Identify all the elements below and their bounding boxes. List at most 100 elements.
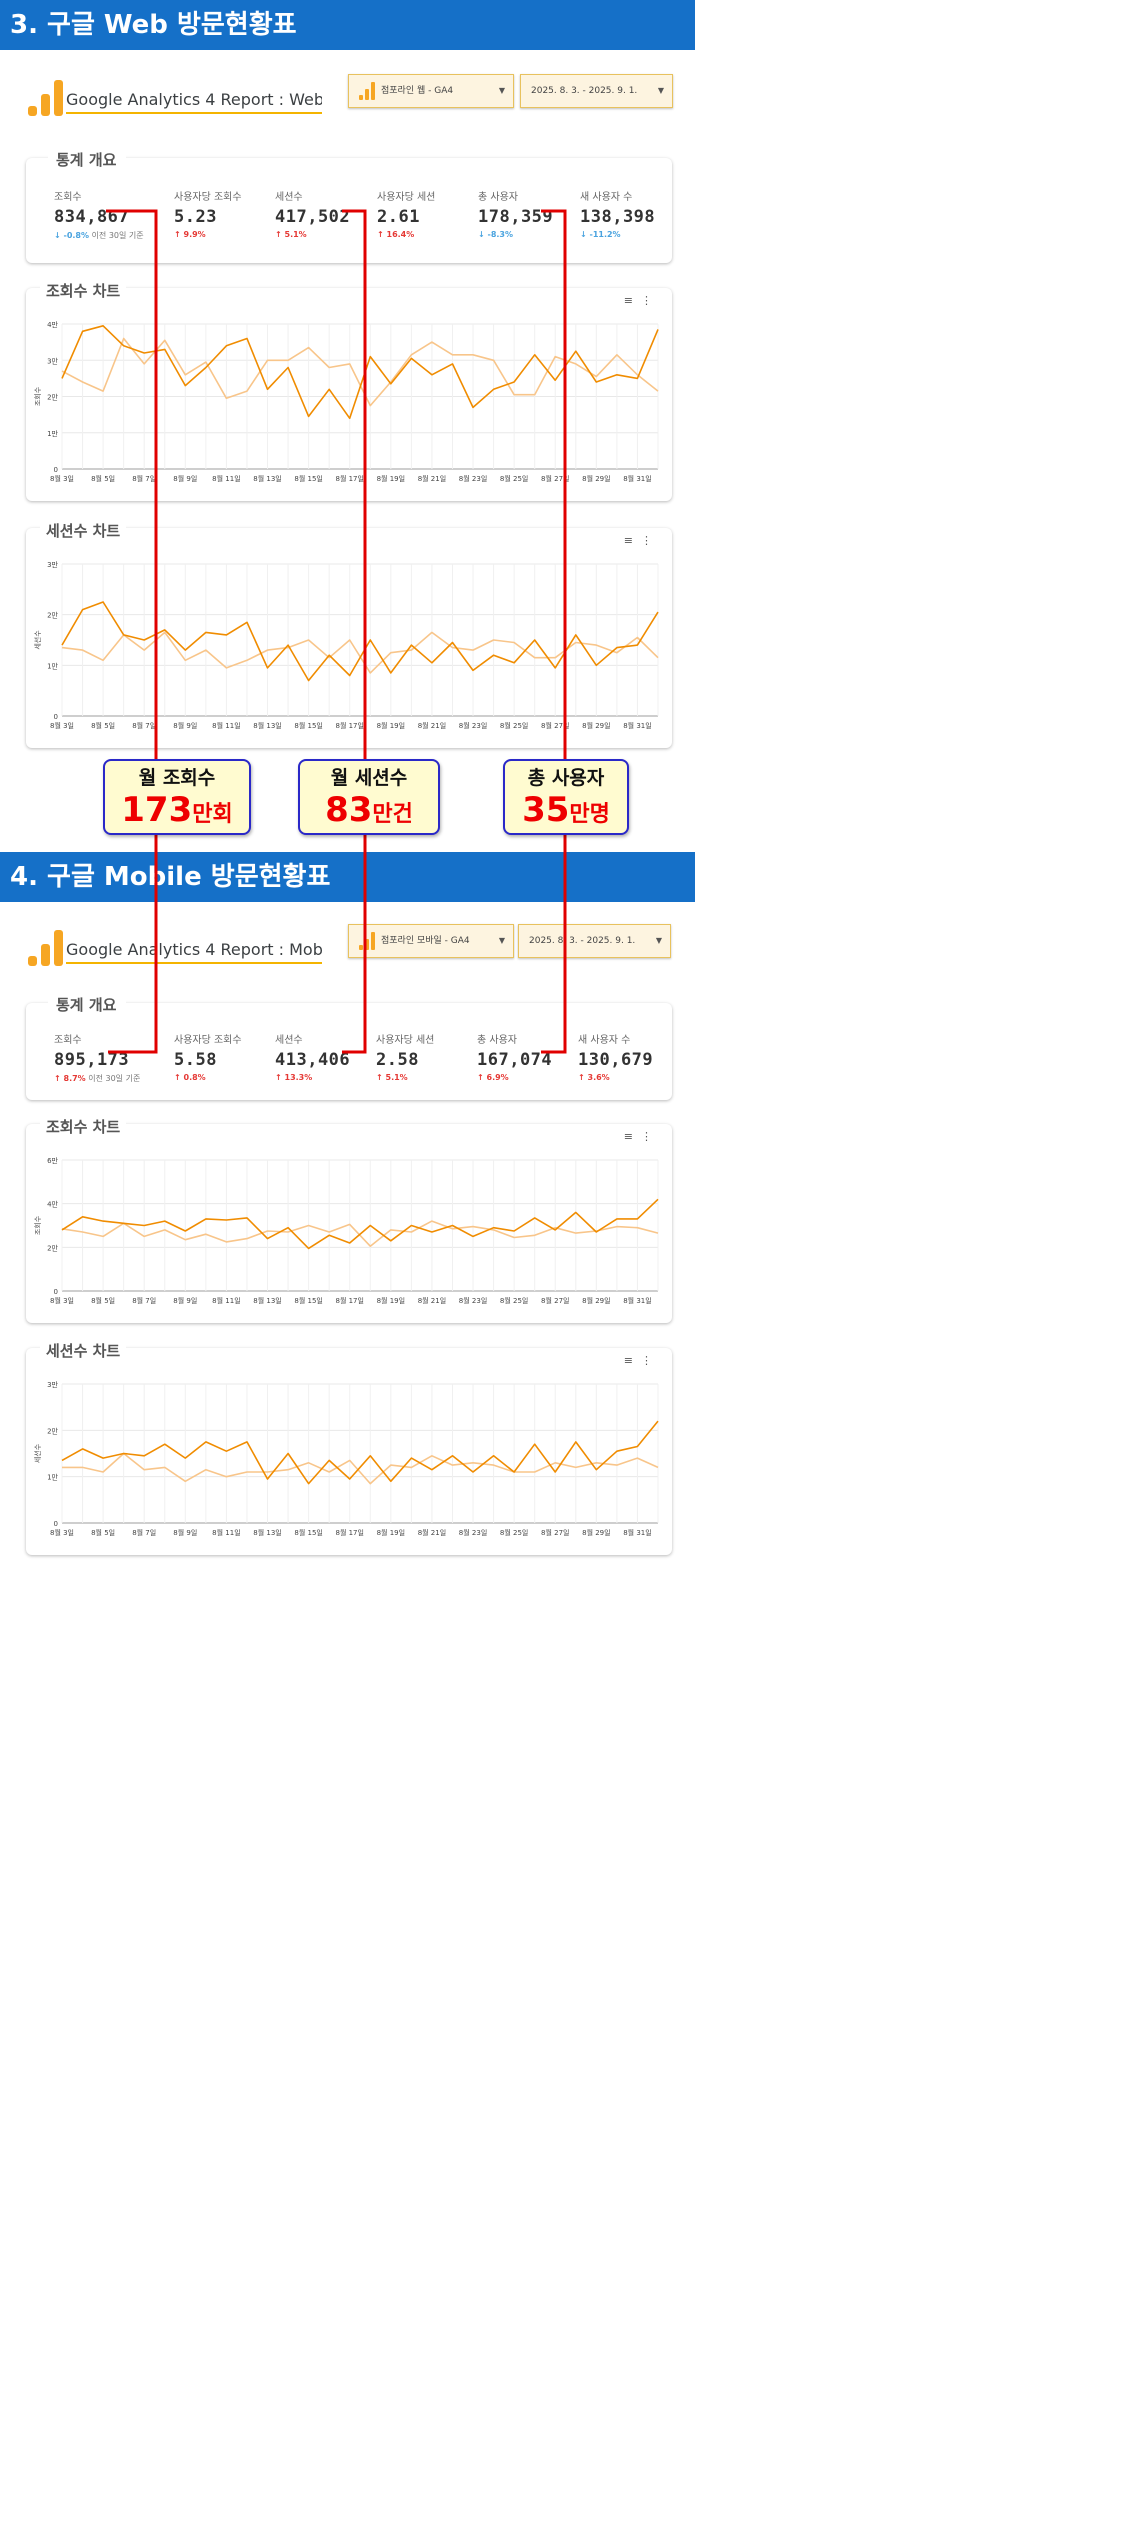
- chevron-down-icon: ▼: [657, 86, 664, 95]
- filter-icon[interactable]: ≡: [623, 1130, 641, 1143]
- kpi-change: 6.9%: [486, 1073, 509, 1082]
- kpi-value: 138,398: [580, 207, 656, 227]
- date-range-dropdown[interactable]: 2025. 8. 3. - 2025. 9. 1. ▼: [518, 924, 671, 958]
- x-tick-label: 8월 29일: [582, 1528, 610, 1537]
- stats-overview-card-web: 통계 개요 조회수 834,867 ↓ -0.8% 이전 30일 기준 사용자당…: [26, 149, 672, 263]
- series-line-1: [61, 337, 659, 407]
- filter-icon[interactable]: ≡: [623, 534, 641, 547]
- y-axis-label: 세션수: [33, 630, 42, 650]
- kpi-change: 0.8%: [183, 1073, 206, 1082]
- y-axis-label: 조회수: [34, 1215, 42, 1235]
- x-tick-label: 8월 15일: [294, 721, 322, 730]
- callout-monthly-views: 월 조회수 173만회: [103, 759, 251, 835]
- more-vert-icon[interactable]: ⋮: [641, 1130, 660, 1143]
- kpi-total-users: 총 사용자 178,359 ↓ -8.3%: [478, 188, 553, 239]
- stats-overview-card-mobile: 통계 개요 조회수 895,173 ↑ 8.7% 이전 30일 기준 사용자당 …: [26, 994, 672, 1100]
- kpi-note: 이전 30일 기준: [88, 1074, 141, 1083]
- kpi-value: 130,679: [578, 1050, 654, 1070]
- callout-number: 35: [522, 790, 570, 830]
- kpi-new-users: 새 사용자 수 138,398 ↓ -11.2%: [580, 188, 655, 239]
- x-tick-label: 8월 25일: [500, 1528, 528, 1537]
- views-chart-mobile: 0 2만 4만 6만 8월 3일 8월 5일 8월 7일 8월 9일 8월 11일 8월 13일 8…: [34, 1156, 659, 1305]
- x-tick-label: 8월 27일: [541, 721, 569, 730]
- x-tick-label: 8월 19일: [377, 721, 405, 730]
- kpi-sessions: 세션수 417,502 ↑ 5.1%: [275, 188, 350, 239]
- series-line-1: [61, 1220, 659, 1247]
- y-tick-label: 2만: [47, 1243, 58, 1252]
- filter-icon[interactable]: ≡: [623, 1354, 641, 1367]
- x-tick-label: 8월 5일: [91, 1296, 115, 1305]
- arrow-up-icon: ↑: [376, 1073, 386, 1082]
- kpi-label: 세션수: [275, 1035, 303, 1046]
- x-tick-label: 8월 13일: [253, 1296, 281, 1305]
- x-tick-label: 8월 27일: [541, 1296, 569, 1305]
- section-heading-mobile: 4. 구글 Mobile 방문현황표: [0, 852, 695, 902]
- kpi-label: 총 사용자: [478, 192, 518, 203]
- series-line-1: [61, 631, 659, 674]
- views-chart-web: 0 1만 2만 3만 4만 8월 3일 8월 5일 8월 7일 8월 9일 8월 11일 8월 13…: [34, 320, 659, 483]
- kpi-value: 2.58: [376, 1050, 419, 1070]
- kpi-change: -0.8%: [63, 231, 90, 240]
- series-line-0: [61, 1198, 659, 1250]
- analytics-logo-icon: [28, 80, 64, 116]
- kpi-sessions-per-user: 사용자당 세션 2.61 ↑ 16.4%: [377, 188, 435, 239]
- x-tick-label: 8월 13일: [253, 721, 281, 730]
- x-tick-label: 8월 31일: [623, 721, 651, 730]
- y-tick-label: 3만: [47, 356, 58, 365]
- page: 3. 구글 Web 방문현황표 Google Analytics 4 Repor…: [0, 0, 695, 1568]
- chart-card-mobile-views: 0 2만 4만 6만 8월 3일 8월 5일 8월 7일 8월 9일 8월 11일 8월 13일 8…: [26, 1116, 672, 1323]
- x-tick-label: 8월 13일: [253, 1528, 281, 1537]
- callout-number: 173: [121, 790, 193, 830]
- kpi-label: 사용자당 조회수: [174, 192, 242, 203]
- series-line-0: [61, 1420, 659, 1485]
- kpi-value: 413,406: [275, 1050, 351, 1070]
- x-tick-label: 8월 27일: [541, 1528, 569, 1537]
- x-tick-label: 8월 21일: [418, 474, 446, 483]
- property-dropdown[interactable]: 점포라인 모바일 - GA4 ▼: [348, 924, 514, 958]
- x-tick-label: 8월 7일: [132, 1528, 156, 1537]
- kpi-value: 2.61: [377, 207, 420, 227]
- x-tick-label: 8월 7일: [132, 721, 156, 730]
- y-tick-label: 0: [54, 1288, 58, 1296]
- x-tick-label: 8월 21일: [418, 1296, 446, 1305]
- x-tick-label: 8월 29일: [582, 474, 610, 483]
- kpi-total-users: 총 사용자 167,074 ↑ 6.9%: [477, 1031, 552, 1082]
- more-vert-icon[interactable]: ⋮: [641, 294, 660, 307]
- kpi-note: 이전 30일 기준: [91, 231, 144, 240]
- y-tick-label: 1만: [47, 429, 58, 438]
- sessions-chart-mobile: 0 1만 2만 3만 8월 3일 8월 5일 8월 7일 8월 9일 8월 11일 8월 13일 8…: [33, 1380, 659, 1537]
- y-tick-label: 0: [54, 713, 58, 721]
- callout-number: 83: [325, 790, 373, 830]
- kpi-label: 사용자당 세션: [377, 192, 436, 203]
- kpi-label: 사용자당 세션: [376, 1035, 435, 1046]
- date-range-dropdown[interactable]: 2025. 8. 3. - 2025. 9. 1. ▼: [520, 74, 673, 108]
- kpi-change: 9.9%: [183, 230, 206, 239]
- x-tick-label: 8월 11일: [212, 721, 240, 730]
- kpi-views: 조회수 895,173 ↑ 8.7% 이전 30일 기준: [54, 1031, 140, 1084]
- more-vert-icon[interactable]: ⋮: [641, 534, 660, 547]
- chart-card-web-sessions: 0 1만 2만 3만 8월 3일 8월 5일 8월 7일 8월 9일 8월 11일 8월 13일 8…: [26, 520, 672, 748]
- analytics-logo-icon: [28, 930, 64, 966]
- report-header-mobile: Google Analytics 4 Report : Mobile 점포라인 …: [28, 922, 673, 982]
- x-tick-label: 8월 23일: [459, 1296, 487, 1305]
- arrow-up-icon: ↑: [174, 230, 184, 239]
- chart-title: 세션수 차트: [40, 520, 127, 541]
- stats-title: 통계 개요: [48, 149, 127, 170]
- kpi-views-per-user: 사용자당 조회수 5.58 ↑ 0.8%: [174, 1031, 242, 1082]
- x-tick-label: 8월 5일: [91, 474, 115, 483]
- more-vert-icon[interactable]: ⋮: [641, 1354, 660, 1367]
- property-label: 점포라인 모바일 - GA4: [381, 936, 470, 946]
- kpi-change: 16.4%: [386, 230, 415, 239]
- x-tick-label: 8월 15일: [294, 1296, 322, 1305]
- filter-icon[interactable]: ≡: [623, 294, 641, 307]
- x-tick-label: 8월 21일: [418, 721, 446, 730]
- property-dropdown[interactable]: 점포라인 웹 - GA4 ▼: [348, 74, 514, 108]
- x-tick-label: 8월 23일: [459, 721, 487, 730]
- kpi-views-per-user: 사용자당 조회수 5.23 ↑ 9.9%: [174, 188, 242, 239]
- x-tick-label: 8월 7일: [132, 1296, 156, 1305]
- x-tick-label: 8월 23일: [459, 1528, 487, 1537]
- callout-title: 월 조회수: [138, 767, 216, 789]
- x-tick-label: 8월 17일: [335, 1528, 363, 1537]
- arrow-up-icon: ↑: [54, 1074, 64, 1083]
- callout-unit: 만회: [192, 802, 233, 827]
